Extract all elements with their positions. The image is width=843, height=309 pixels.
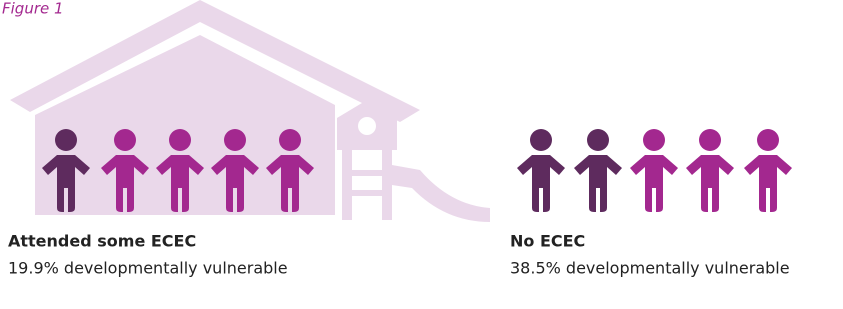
group-title: Attended some ECEC	[8, 232, 196, 251]
ladder-rung	[345, 190, 390, 196]
group-description: 19.9% developmentally vulnerable	[8, 259, 288, 278]
group-title: No ECEC	[510, 232, 585, 251]
person-icon	[686, 129, 734, 212]
person-icon	[517, 129, 565, 212]
slide	[392, 165, 490, 222]
figure-label: Figure 1	[2, 0, 64, 18]
tower-window	[358, 117, 376, 135]
person-icon	[630, 129, 678, 212]
infographic: Figure 1 Attended some ECEC 19.9% develo…	[0, 0, 843, 309]
group-description: 38.5% developmentally vulnerable	[510, 259, 790, 278]
tower-post	[382, 140, 392, 220]
ladder-rung	[345, 170, 390, 176]
building-illustration	[10, 0, 490, 222]
person-icon	[574, 129, 622, 212]
page: Figure 1 Attended some ECEC 19.9% develo…	[0, 0, 843, 309]
person-icon	[744, 129, 792, 212]
tower-post	[342, 140, 352, 220]
